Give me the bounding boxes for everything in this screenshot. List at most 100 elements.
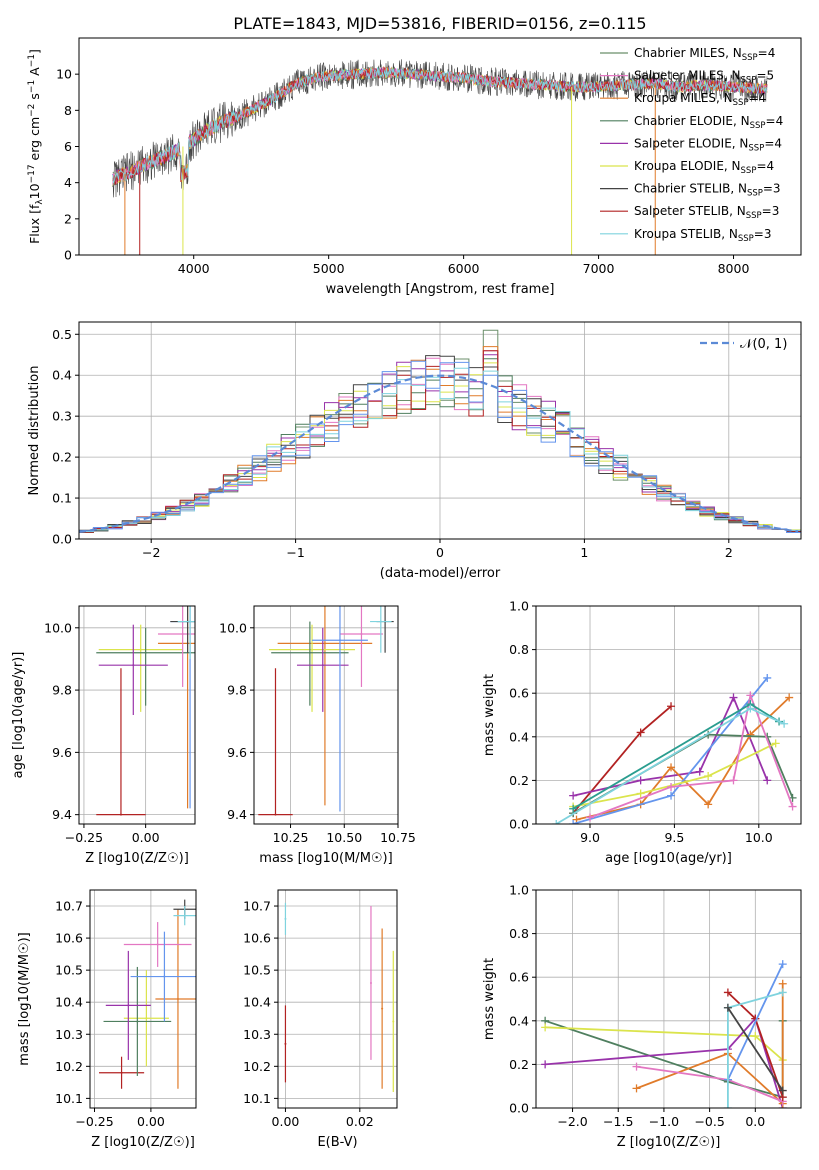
x-tick-label: −1.0 (649, 1114, 679, 1129)
weight-line-3 (636, 983, 784, 1106)
plot-area (112, 59, 768, 255)
y-tick-label: 6 (64, 139, 72, 154)
data-point (189, 620, 192, 623)
y-tick-label: 10.3 (243, 1027, 271, 1042)
x-axis-label: age [log10(age/yr)] (605, 851, 732, 866)
y-tick-label: 10.2 (243, 1059, 271, 1074)
data-point (139, 648, 142, 651)
data-point (163, 975, 166, 978)
x-tick-label: 0.00 (272, 1114, 300, 1129)
y-tick-label: 0.0 (509, 1101, 529, 1116)
data-point (308, 651, 311, 654)
y-tick-label: 9.8 (52, 683, 72, 698)
legend-entry: Salpeter ELODIE, NSSP=4 (634, 136, 782, 153)
x-tick-label: 8000 (718, 261, 750, 276)
y-tick-label: 10 (56, 67, 72, 82)
weight-marker (778, 960, 787, 969)
weight-marker (667, 702, 676, 711)
weight-marker (763, 673, 772, 682)
y-tick-label: 10.6 (243, 931, 271, 946)
legend-entry: 𝒩(0, 1) (740, 337, 787, 352)
x-tick-label: 10.25 (273, 830, 309, 845)
axes-frame (78, 605, 196, 825)
data-point (392, 1020, 395, 1023)
weight-marker (667, 782, 676, 791)
x-axis-label: Z [log10(Z/Z☉)] (85, 851, 189, 866)
mass-age-panel: 10.25 10.50 10.75 9.4 9.6 9.8 10.0 mass [log10(… (219, 605, 416, 866)
x-tick-label: 6000 (448, 261, 480, 276)
x-tick-label: 0 (436, 545, 444, 560)
weight-marker (746, 730, 755, 739)
axes-frame (535, 889, 802, 1109)
weight-marker (785, 693, 794, 702)
weight-marker (586, 813, 595, 822)
data-point (144, 651, 147, 654)
weight-marker (763, 776, 772, 785)
weight-marker (723, 1003, 732, 1012)
axes-frame (277, 889, 398, 1109)
x-tick-label: 4000 (178, 261, 210, 276)
data-point (132, 664, 135, 667)
weight-line-8 (555, 707, 785, 824)
y-tick-label: 10.5 (243, 963, 271, 978)
x-axis-label: E(B-V) (317, 1135, 357, 1150)
weight-line-6 (727, 963, 784, 1081)
y-tick-label: 10.2 (55, 1059, 83, 1074)
weight-marker (541, 1023, 550, 1032)
data-point (120, 1071, 123, 1074)
x-axis-label: (data-model)/error (380, 566, 501, 581)
y-tick-label: 10.1 (55, 1091, 83, 1106)
y-tick-label: 10.3 (55, 1027, 83, 1042)
weight-marker (632, 1062, 641, 1071)
data-point (369, 981, 372, 984)
normal-reference-curve (79, 374, 799, 533)
y-tick-label: 10.7 (243, 899, 271, 914)
weight-marker (729, 776, 738, 785)
y-tick-label: 8 (64, 103, 72, 118)
x-tick-label: −0.5 (694, 1114, 724, 1129)
weight-marker (723, 988, 732, 997)
y-tick-label: 0 (64, 248, 72, 263)
data-point (119, 813, 122, 816)
y-tick-label: 10.4 (243, 995, 271, 1010)
y-tick-label: 9.6 (52, 745, 72, 760)
y-tick-label: 0.8 (509, 642, 529, 657)
x-tick-label: −1 (286, 545, 304, 560)
x-tick-label: 7000 (583, 261, 615, 276)
y-tick-label: 10.5 (55, 963, 83, 978)
x-tick-label: 10.50 (326, 830, 362, 845)
plot-area (552, 673, 797, 824)
data-point (156, 943, 159, 946)
data-point (274, 813, 277, 816)
data-point (381, 1007, 384, 1010)
y-tick-label: 10.7 (55, 899, 83, 914)
y-axis-label: mass [log10(M/M☉)] (17, 932, 32, 1065)
axes-frame (535, 605, 802, 825)
x-tick-label: 0.00 (132, 830, 160, 845)
x-axis-label: mass [log10(M/M☉)] (259, 851, 392, 866)
y-axis-label: Flux [fλ10−17 erg cm−2 s−1 A−1] (27, 49, 45, 244)
y-tick-label: 0.3 (52, 409, 72, 424)
weight-marker (636, 776, 645, 785)
weight-marker (751, 1032, 760, 1041)
weight-marker (704, 772, 713, 781)
x-tick-label: −2 (142, 545, 160, 560)
weight-marker (746, 704, 755, 713)
data-point (136, 1020, 139, 1023)
plot-area (96, 606, 195, 816)
figure-title: PLATE=1843, MJD=53816, FIBERID=0156, z=0… (233, 14, 646, 33)
y-tick-label: 0.6 (509, 970, 529, 985)
y-tick-label: 0.2 (52, 450, 72, 465)
plot-area (99, 899, 196, 1089)
legend-entry: Kroupa MILES, NSSP=4 (634, 91, 766, 108)
weight-marker (541, 1060, 550, 1069)
data-point (321, 664, 324, 667)
weight-marker (746, 691, 755, 700)
y-tick-label: 0.4 (509, 1013, 529, 1028)
y-tick-label: 0.2 (509, 1057, 529, 1072)
legend-entry: Kroupa ELODIE, NSSP=4 (634, 159, 774, 176)
age-weight-panel: 9.0 9.5 10.0 0.0 0.2 0.4 0.6 0.8 1.0 age [log10(a… (482, 599, 802, 866)
y-axis-label: Normed distribution (27, 366, 42, 496)
x-tick-label: 2 (725, 545, 733, 560)
